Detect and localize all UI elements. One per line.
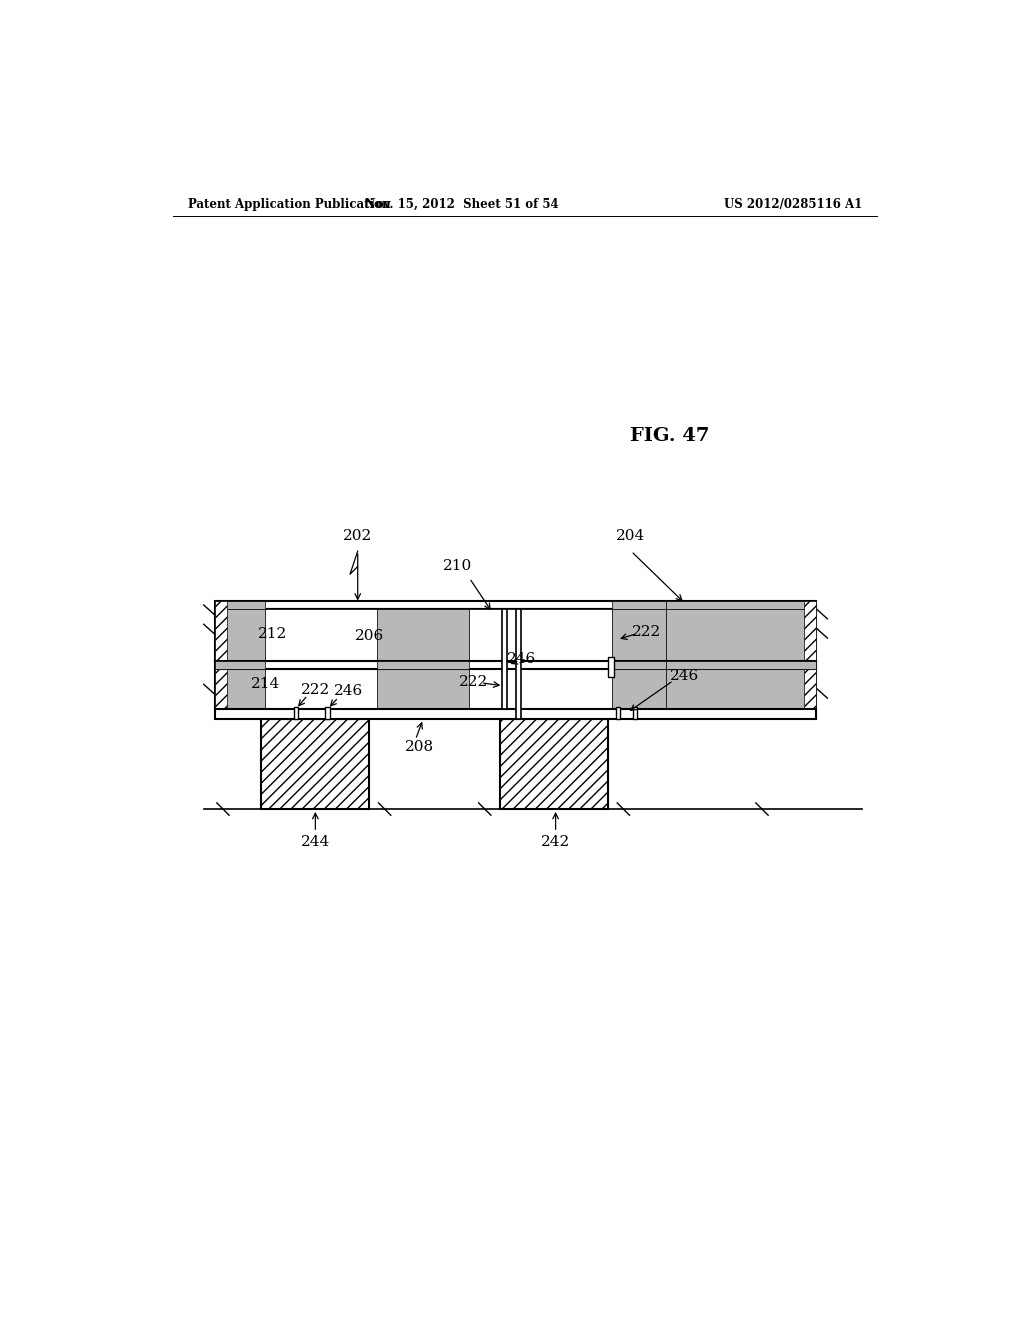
Bar	[326, 708, 330, 719]
Bar	[611, 609, 666, 661]
Text: 242: 242	[541, 836, 570, 849]
Text: Patent Application Publication: Patent Application Publication	[188, 198, 391, 211]
Text: 208: 208	[404, 741, 434, 755]
Text: Nov. 15, 2012  Sheet 51 of 54: Nov. 15, 2012 Sheet 51 of 54	[365, 198, 558, 211]
Text: 214: 214	[251, 677, 280, 692]
Bar	[611, 661, 666, 669]
Bar	[500, 719, 608, 809]
Bar	[215, 661, 816, 669]
Bar	[515, 609, 521, 719]
Text: 206: 206	[354, 628, 384, 643]
Bar	[215, 669, 816, 709]
Bar	[265, 609, 377, 661]
Bar	[502, 609, 507, 709]
Bar	[633, 708, 637, 719]
Bar	[261, 719, 370, 809]
Text: 222: 222	[301, 682, 330, 697]
Text: 244: 244	[301, 836, 330, 849]
Bar	[215, 609, 265, 661]
Text: 222: 222	[459, 675, 487, 689]
Bar	[215, 601, 816, 609]
Bar	[469, 669, 611, 709]
Text: FIG. 47: FIG. 47	[630, 426, 710, 445]
Text: 246: 246	[334, 684, 364, 698]
Bar	[611, 669, 666, 709]
Bar	[377, 609, 469, 661]
Bar	[215, 601, 265, 609]
Bar	[666, 661, 816, 669]
Text: 204: 204	[616, 529, 646, 543]
Bar	[265, 669, 377, 709]
Bar	[666, 601, 816, 609]
Bar	[215, 601, 226, 719]
Text: 210: 210	[443, 560, 472, 573]
Bar	[666, 609, 816, 661]
Bar	[294, 708, 298, 719]
Bar	[615, 708, 621, 719]
Bar	[666, 669, 816, 709]
Text: 202: 202	[343, 529, 373, 543]
Bar	[215, 661, 265, 669]
Bar	[608, 657, 614, 677]
Text: 246: 246	[507, 652, 537, 665]
Text: 246: 246	[671, 669, 699, 682]
Text: 212: 212	[258, 627, 288, 642]
Bar	[804, 601, 816, 719]
Text: US 2012/0285116 A1: US 2012/0285116 A1	[724, 198, 862, 211]
Bar	[377, 661, 469, 669]
Bar	[215, 609, 816, 661]
Bar	[377, 669, 469, 709]
Text: 222: 222	[632, 624, 662, 639]
Bar	[215, 669, 265, 709]
Bar	[215, 709, 816, 719]
Bar	[469, 609, 611, 661]
Bar	[611, 601, 666, 609]
